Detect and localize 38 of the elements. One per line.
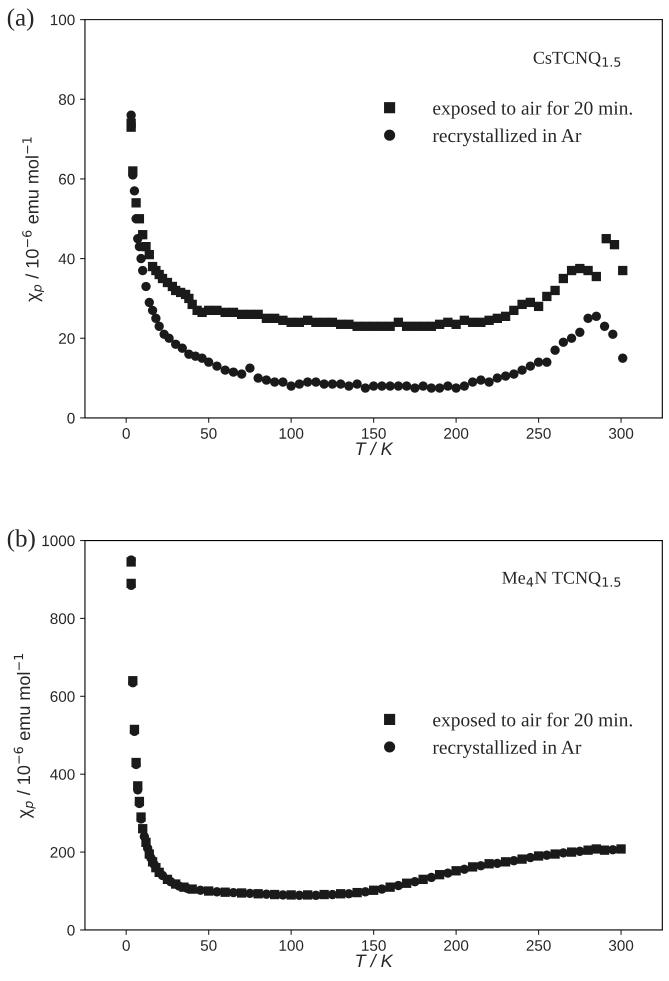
x-tick-label: 150 — [362, 428, 386, 439]
y-tick-label: 0 — [67, 412, 75, 424]
y-tick-label: 60 — [59, 174, 75, 185]
y-tick-label: 400 — [50, 769, 75, 780]
legend-label: exposed to air for 20 min. — [433, 712, 632, 730]
legend-label: recrystallized in Ar — [432, 128, 582, 146]
y-tick-label: 600 — [50, 691, 75, 702]
x-tick-label: 200 — [444, 428, 468, 439]
chart-title: (a) — [8, 8, 34, 31]
chart-title: (b) — [8, 529, 35, 552]
x-tick-label: 300 — [608, 940, 634, 951]
y-tick-label: 200 — [50, 846, 75, 858]
legend-label: recrystallized in Ar — [432, 740, 582, 758]
x-tick-label: 50 — [200, 428, 217, 439]
y-tick-label: 20 — [59, 333, 75, 344]
legend-label: exposed to air for 20 min. — [433, 100, 632, 119]
annotation: Me$_{4}$N TCNQ$_{1.5}$ — [502, 572, 620, 587]
y-axis-title: χ$_{p}$ / 10$^{−6}$ emu mol$^{−1}$ — [22, 137, 44, 302]
x-tick-label: 200 — [444, 940, 468, 951]
y-axis-title: χ$_{p}$ / 10$^{−6}$ emu mol$^{−1}$ — [14, 654, 36, 818]
y-tick-label: 800 — [50, 613, 75, 624]
x-tick-label: 50 — [200, 940, 217, 951]
x-tick-label: 100 — [280, 940, 304, 951]
x-tick-label: 300 — [608, 428, 634, 439]
x-tick-label: 0 — [122, 940, 130, 951]
annotation: CsTCNQ$_{1.5}$ — [534, 52, 620, 67]
x-tick-label: 150 — [362, 940, 386, 951]
y-tick-label: 0 — [67, 924, 75, 936]
x-tick-label: 0 — [122, 428, 130, 439]
y-tick-label: 100 — [50, 14, 75, 26]
x-axis-title: T / K — [356, 442, 394, 456]
y-tick-label: 80 — [58, 94, 75, 105]
y-tick-label: 1000 — [42, 535, 75, 546]
x-tick-label: 250 — [526, 428, 551, 439]
y-tick-label: 40 — [58, 253, 75, 264]
x-tick-label: 100 — [280, 428, 304, 439]
x-axis-title: T / K — [356, 954, 394, 968]
x-tick-label: 250 — [526, 940, 551, 951]
